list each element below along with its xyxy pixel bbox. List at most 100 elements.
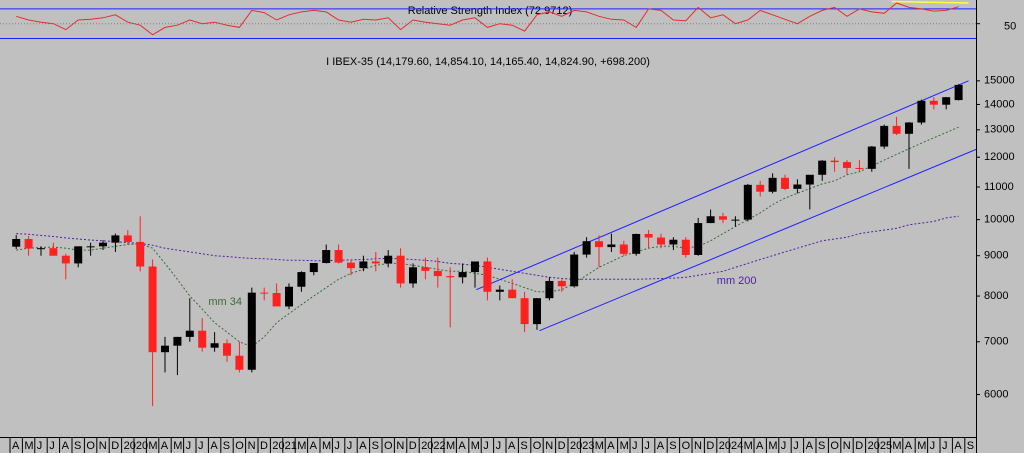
candle-body	[818, 160, 827, 175]
candle-body	[719, 216, 727, 220]
candle-body	[322, 250, 331, 264]
x-tick-label: M	[173, 440, 182, 452]
x-tick-label: 2020	[124, 440, 148, 452]
candle-body	[74, 246, 83, 264]
candle-body	[421, 267, 430, 271]
x-tick-label: D	[409, 440, 417, 452]
x-tick-label: A	[657, 440, 665, 452]
x-tick-label: O	[682, 440, 691, 452]
x-tick-label: N	[843, 440, 851, 452]
candle-body	[396, 255, 405, 284]
x-tick-label: J	[632, 440, 638, 452]
candle-body	[309, 263, 318, 273]
candle-body	[570, 254, 579, 287]
x-tick-label: 2021	[272, 440, 296, 452]
candle-body	[37, 248, 45, 250]
candle-body	[533, 298, 541, 325]
x-tick-label: J	[496, 440, 502, 452]
y-tick-label: 15000	[984, 75, 1015, 87]
candle-body	[433, 270, 442, 277]
x-tick-label: M	[917, 440, 926, 452]
x-tick-label: 2022	[421, 440, 445, 452]
candle-body	[49, 248, 58, 256]
candle-body	[929, 100, 938, 105]
x-tick-label: J	[942, 440, 948, 452]
candle-body	[446, 276, 455, 278]
candle-body	[768, 177, 777, 192]
x-tick-label: O	[830, 440, 839, 452]
x-tick-label: O	[86, 440, 95, 452]
candle-body	[657, 237, 665, 245]
candle-body	[545, 280, 554, 299]
x-tick-label: S	[372, 440, 379, 452]
x-tick-label: J	[347, 440, 353, 452]
x-tick-label: N	[248, 440, 256, 452]
x-tick-label: J	[930, 440, 936, 452]
candle-body	[247, 292, 256, 370]
y-tick-label: 50	[1004, 21, 1016, 33]
candle-body	[384, 255, 393, 264]
x-tick-label: M	[446, 440, 455, 452]
x-tick-label: M	[471, 440, 480, 452]
x-tick-label: M	[744, 440, 753, 452]
candle-body	[756, 184, 765, 192]
candle-body	[595, 241, 603, 248]
candle-body	[830, 160, 839, 163]
x-tick-label: O	[235, 440, 244, 452]
x-tick-label: A	[210, 440, 218, 452]
x-tick-label: D	[558, 440, 566, 452]
x-tick-label: A	[756, 440, 764, 452]
x-tick-label: S	[818, 440, 825, 452]
candle-body	[917, 100, 926, 123]
x-tick-label: J	[186, 440, 192, 452]
candle-body	[347, 262, 355, 269]
x-tick-label: M	[148, 440, 157, 452]
candle-body	[371, 261, 380, 264]
candle-body	[520, 298, 529, 325]
x-tick-label: D	[855, 440, 863, 452]
y-tick-label: 10000	[984, 214, 1015, 226]
candle-body	[458, 272, 467, 278]
candle-body	[793, 184, 802, 189]
candle-body	[297, 272, 306, 287]
x-tick-label: A	[607, 440, 615, 452]
trendline	[539, 148, 976, 332]
candle-body	[210, 343, 219, 348]
trendline	[476, 80, 969, 291]
candle-body	[954, 84, 963, 101]
x-tick-label: J	[781, 440, 787, 452]
candle-body	[285, 286, 293, 307]
candle-body	[495, 289, 504, 292]
x-tick-label: A	[62, 440, 70, 452]
rsi-line	[16, 2, 959, 36]
candle-body	[743, 184, 752, 220]
candle-body	[260, 292, 269, 294]
candle-body	[508, 289, 517, 299]
candle-body	[632, 233, 641, 254]
x-tick-label: A	[458, 440, 466, 452]
candle-body	[24, 239, 33, 249]
x-tick-label: N	[396, 440, 404, 452]
candle-body	[61, 255, 70, 264]
y-tick-label: 12000	[984, 151, 1015, 163]
candle-body	[409, 267, 417, 284]
x-tick-label: S	[74, 440, 81, 452]
candle-body	[867, 146, 876, 169]
x-tick-label: J	[793, 440, 799, 452]
x-tick-label: M	[620, 440, 629, 452]
rsi-title: Relative Strength Index (72.9712)	[408, 5, 573, 17]
x-tick-label: 2024	[719, 440, 743, 452]
y-tick-label: 9000	[984, 250, 1008, 262]
candle-body	[644, 233, 653, 238]
candle-body	[694, 223, 703, 255]
candle-body	[843, 162, 851, 168]
candle-body	[805, 174, 814, 185]
candle-body	[557, 280, 566, 287]
y-tick-label: 11000	[984, 181, 1014, 193]
x-tick-label: S	[520, 440, 527, 452]
ma-label: mm 200	[717, 275, 757, 287]
candle-body	[86, 246, 95, 248]
y-tick-label: 6000	[984, 388, 1008, 400]
